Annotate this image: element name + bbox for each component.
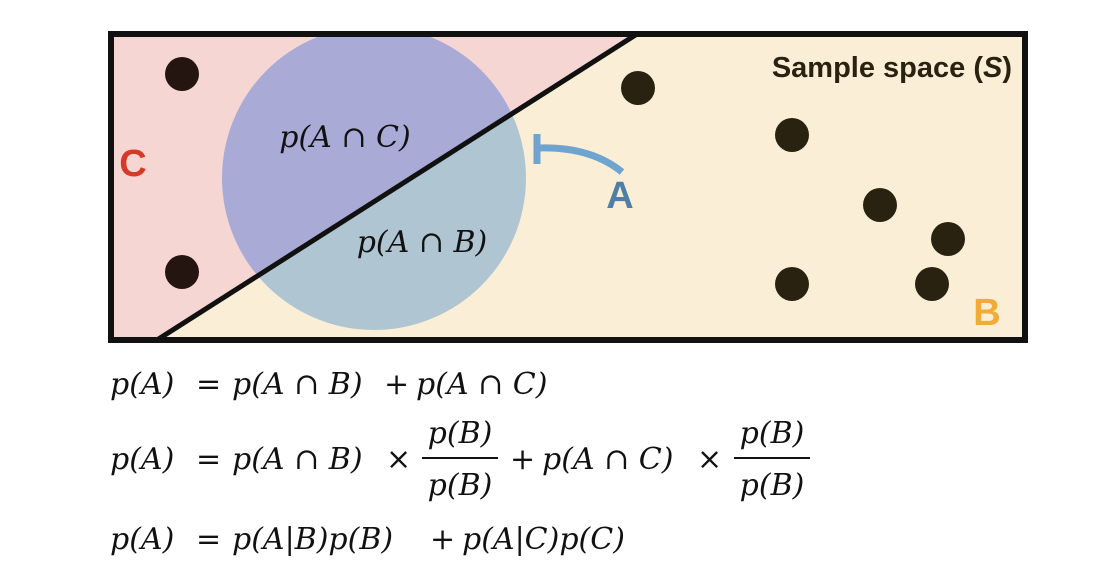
eq3-equals: = (196, 522, 221, 557)
eq2-plus: + (510, 442, 535, 477)
event-a-label: A (606, 175, 633, 217)
equation-line-2: p(A) = p(A ∩ B) × p(B) p(B) + p(A ∩ C) ×… (110, 416, 810, 503)
eq2-frac1-numerator: p(B) (428, 416, 493, 451)
sample-point (165, 57, 199, 91)
sample-point (165, 255, 199, 289)
sample-space-label-symbol: S (983, 52, 1003, 84)
event-a-pointer-arrow (536, 144, 625, 175)
eq2-frac1-denominator: p(B) (428, 468, 493, 503)
eq2-times2: × (697, 442, 722, 477)
sample-space-label-prefix: Sample space ( (772, 52, 983, 84)
eq1-term2: p(A ∩ C) (416, 367, 547, 402)
intersection-a-b-label: p(A ∩ B) (357, 225, 488, 260)
eq2-term2: p(A ∩ C) (542, 442, 673, 477)
sample-space-label: Sample space (S) (772, 52, 1012, 84)
equation-line-1: p(A) = p(A ∩ B) + p(A ∩ C) (110, 367, 547, 402)
eq1-equals: = (196, 367, 221, 402)
region-b-label: B (973, 292, 1000, 334)
eq3-term1: p(A|B)p(B) (232, 522, 393, 557)
eq3-term2: p(A|C)p(C) (462, 522, 625, 557)
sample-point (931, 222, 965, 256)
eq1-plus: + (384, 367, 409, 402)
eq3-plus: + (430, 522, 455, 557)
sample-point (621, 71, 655, 105)
intersection-a-c-label: p(A ∩ C) (279, 120, 410, 155)
sample-point (775, 267, 809, 301)
sample-point (775, 118, 809, 152)
eq2-frac2-numerator: p(B) (740, 416, 805, 451)
eq3-lhs: p(A) (110, 522, 174, 557)
eq2-frac2-denominator: p(B) (740, 468, 805, 503)
eq2-times1: × (386, 442, 411, 477)
eq1-term1: p(A ∩ B) (232, 367, 363, 402)
sample-space-border (108, 31, 1028, 343)
sample-space-label-suffix: ) (1002, 52, 1012, 84)
eq1-lhs: p(A) (110, 367, 174, 402)
region-c-label: C (119, 143, 146, 185)
partition-line (155, 31, 639, 343)
eq2-lhs: p(A) (110, 442, 174, 477)
sample-point (863, 188, 897, 222)
sample-point (915, 267, 949, 301)
eq2-term1: p(A ∩ B) (232, 442, 363, 477)
eq2-equals: = (196, 442, 221, 477)
equation-line-3: p(A) = p(A|B)p(B) + p(A|C)p(C) (110, 522, 625, 557)
